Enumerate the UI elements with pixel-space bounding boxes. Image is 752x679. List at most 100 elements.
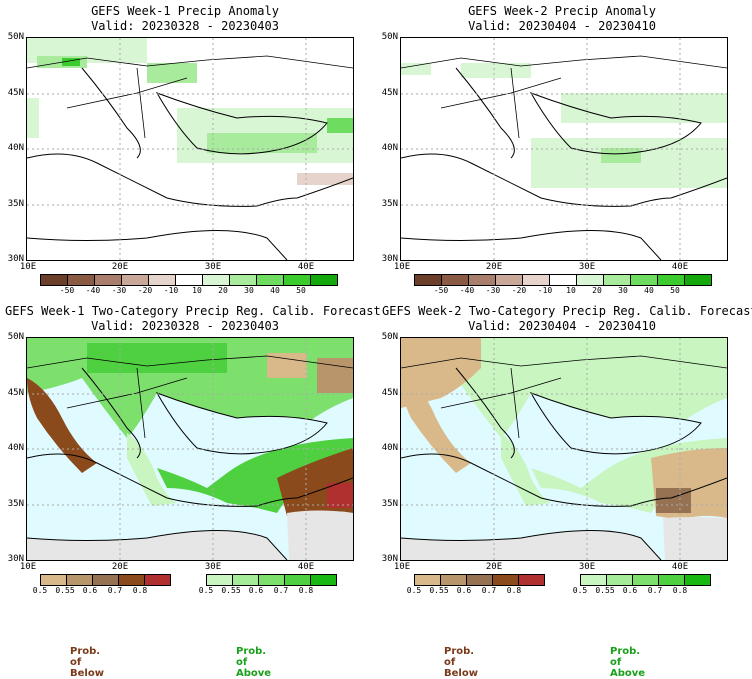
panel-title: GEFS Week-2 Precip Anomaly [468, 4, 656, 18]
colorbar-swatch [203, 275, 230, 285]
lon-label: 20E [111, 262, 129, 272]
colorbar-tick-label: -50 [433, 286, 449, 295]
colorbar-swatch [658, 275, 685, 285]
colorbar-tick-label: 0.8 [132, 586, 148, 595]
week2-probability-map [400, 337, 728, 561]
colorbar-swatch [93, 575, 119, 585]
colorbar-tick-label: 10 [192, 286, 202, 295]
colorbar-tick-label: -50 [59, 286, 75, 295]
colorbar-tick-label: 0.55 [595, 586, 615, 595]
colorbar-swatch [95, 275, 122, 285]
colorbar-tick-label: 10 [566, 286, 576, 295]
lat-label: 45N [7, 88, 24, 98]
colorbar-tick-label: 0.6 [456, 586, 472, 595]
panel-title: GEFS Week-2 Two-Category Precip Reg. Cal… [382, 304, 752, 318]
lon-label: 30E [204, 562, 222, 572]
panel-title: GEFS Week-1 Two-Category Precip Reg. Cal… [5, 304, 381, 318]
colorbar-tick-label: 0.8 [506, 586, 522, 595]
colorbar-tick-label: -20 [137, 286, 153, 295]
prob-above-label: Prob. of Above [236, 646, 272, 679]
colorbar-swatch [284, 275, 311, 285]
colorbar-swatch [496, 275, 523, 285]
panel-valid-dates: Valid: 20230404 - 20230410 [468, 319, 656, 333]
prob-above-label: Prob. of Above [610, 646, 646, 679]
week1-probability-map [26, 337, 354, 561]
colorbar-tick-label: 40 [644, 286, 654, 295]
lon-label: 10E [19, 262, 37, 272]
colorbar-swatch [604, 275, 631, 285]
colorbar-tick-label: 0.5 [406, 586, 422, 595]
lat-label: 40N [381, 443, 398, 453]
colorbar-swatch [659, 575, 685, 585]
colorbar-swatch [149, 275, 176, 285]
lon-label: 40E [671, 562, 689, 572]
colorbar-swatch [119, 575, 145, 585]
prob-above-colorbar [580, 574, 711, 586]
lon-label: 40E [671, 262, 689, 272]
colorbar-tick-label: 0.7 [647, 586, 663, 595]
lat-label: 35N [381, 199, 398, 209]
lat-label: 40N [381, 143, 398, 153]
colorbar-swatch [685, 275, 711, 285]
week2-anomaly-map [400, 37, 728, 261]
lat-label: 45N [381, 88, 398, 98]
lat-label: 45N [7, 388, 24, 398]
colorbar-swatch [67, 575, 93, 585]
prob-below-colorbar [414, 574, 545, 586]
lat-label: 30N [381, 254, 398, 264]
colorbar-swatch [469, 275, 496, 285]
colorbar-swatch [607, 575, 633, 585]
colorbar-swatch [633, 575, 659, 585]
colorbar-swatch [415, 575, 441, 585]
colorbar-tick-label: -40 [85, 286, 101, 295]
colorbar-swatch [233, 575, 259, 585]
lat-label: 30N [381, 554, 398, 564]
colorbar-swatch [259, 575, 285, 585]
colorbar-tick-label: 0.6 [82, 586, 98, 595]
colorbar-swatch [311, 575, 336, 585]
panel-title: GEFS Week-1 Precip Anomaly [91, 4, 279, 18]
colorbar-swatch [415, 275, 442, 285]
colorbar-swatch [685, 575, 710, 585]
anomaly-colorbar [40, 274, 338, 286]
colorbar-tick-label: 0.5 [32, 586, 48, 595]
colorbar-swatch [631, 275, 658, 285]
colorbar-swatch [68, 275, 95, 285]
colorbar-swatch [145, 575, 170, 585]
colorbar-swatch [311, 275, 337, 285]
colorbar-tick-label: 0.5 [572, 586, 588, 595]
colorbar-tick-label: 0.5 [198, 586, 214, 595]
colorbar-tick-label: 0.7 [273, 586, 289, 595]
colorbar-tick-label: 20 [218, 286, 228, 295]
colorbar-tick-label: -30 [485, 286, 501, 295]
colorbar-tick-label: -30 [111, 286, 127, 295]
colorbar-tick-label: 30 [244, 286, 254, 295]
lat-label: 40N [7, 443, 24, 453]
lon-label: 30E [578, 562, 596, 572]
colorbar-swatch [122, 275, 149, 285]
lon-label: 20E [111, 562, 129, 572]
colorbar-tick-label: 0.6 [622, 586, 638, 595]
lon-label: 10E [393, 562, 411, 572]
anomaly-colorbar [414, 274, 712, 286]
prob-below-label: Prob. of Below [444, 646, 478, 679]
lat-label: 35N [381, 499, 398, 509]
colorbar-swatch [519, 575, 544, 585]
colorbar-swatch [467, 575, 493, 585]
colorbar-swatch [493, 575, 519, 585]
colorbar-tick-label: 50 [296, 286, 306, 295]
colorbar-tick-label: -10 [537, 286, 553, 295]
lon-label: 40E [297, 562, 315, 572]
colorbar-tick-label: 0.7 [107, 586, 123, 595]
prob-above-colorbar [206, 574, 337, 586]
lon-label: 40E [297, 262, 315, 272]
colorbar-swatch [523, 275, 550, 285]
colorbar-swatch [285, 575, 311, 585]
colorbar-swatch [550, 275, 577, 285]
lat-label: 30N [7, 254, 24, 264]
colorbar-tick-label: 40 [270, 286, 280, 295]
colorbar-tick-label: 30 [618, 286, 628, 295]
lon-label: 20E [485, 562, 503, 572]
colorbar-tick-label: 0.7 [481, 586, 497, 595]
lon-label: 10E [19, 562, 37, 572]
